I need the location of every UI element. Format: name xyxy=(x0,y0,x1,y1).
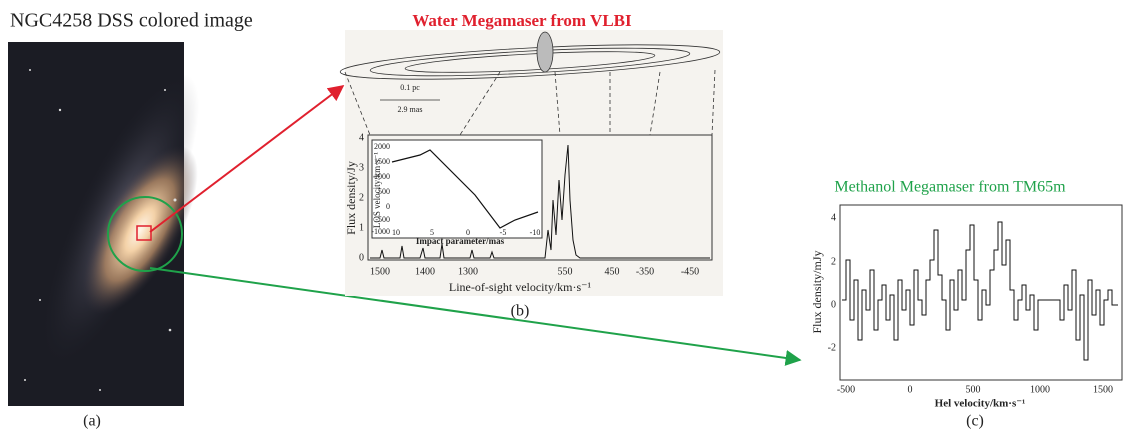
x-tick-label: 1500 xyxy=(1093,384,1113,395)
arrow-red xyxy=(149,85,345,233)
arrow-green xyxy=(149,267,802,366)
panel-c-title: Methanol Megamaser from TM65m xyxy=(834,179,1066,196)
x-tick-label: 1000 xyxy=(1030,384,1050,395)
water-spectrum xyxy=(370,144,710,259)
panel-a: NGC4258 DSS colored image (a) xyxy=(8,10,253,430)
inset-y-tick: 1500 xyxy=(374,157,390,166)
panel-b: Water Megamaser from VLBI 0.1 pc 2.9 mas… xyxy=(339,11,723,320)
rotation-curve xyxy=(391,149,539,229)
x-tick-label: 550 xyxy=(558,266,573,277)
y-axis-label: Flux density/Jy xyxy=(344,161,358,235)
panel-c: Methanol Megamaser from TM65m 4 2 0 -2 -… xyxy=(810,179,1123,430)
inset-y-label: LOS velocity/km·s⁻¹ xyxy=(372,152,382,228)
y-tick-label: 0 xyxy=(359,252,364,263)
panel-label: (a) xyxy=(83,413,101,430)
x-tick-label: 1300 xyxy=(458,266,478,277)
x-tick-label: 450 xyxy=(605,266,620,277)
water-region xyxy=(136,225,152,241)
inset-x-label: Impact parameter/mas xyxy=(416,236,505,246)
stars xyxy=(24,69,177,391)
inset-y-tick: -500 xyxy=(375,215,390,224)
panel-b-title: Water Megamaser from VLBI xyxy=(412,11,632,30)
y-tick-label: 2 xyxy=(359,192,364,203)
x-tick-label: -450 xyxy=(681,266,699,277)
spectrum-frame xyxy=(367,134,713,261)
x-tick-label: -500 xyxy=(837,384,855,395)
inset-x-tick: -5 xyxy=(500,228,507,237)
y-tick-label: 2 xyxy=(831,256,836,267)
methanol-spectrum xyxy=(842,221,1118,361)
scale-pc: 0.1 pc xyxy=(400,83,420,92)
disk-drawing xyxy=(339,31,721,136)
x-tick-label: 0 xyxy=(908,384,913,395)
y-tick-label: 0 xyxy=(831,299,836,310)
x-axis-label: Line-of-sight velocity/km·s⁻¹ xyxy=(449,280,592,294)
y-axis-label: Flux density/mJy xyxy=(810,250,824,333)
x-tick-label: -350 xyxy=(636,266,654,277)
inset-frame xyxy=(371,139,543,239)
panel-label: (b) xyxy=(511,303,530,320)
methanol-region xyxy=(107,196,183,272)
inset-x-tick: 5 xyxy=(430,228,434,237)
panel-a-title: NGC4258 DSS colored image xyxy=(10,10,253,32)
x-axis-label: Hel velocity/km·s⁻¹ xyxy=(935,398,1026,410)
inset-y-tick: 0 xyxy=(386,202,390,211)
inset-x-tick: 10 xyxy=(392,228,400,237)
inset-y-tick: -1000 xyxy=(371,227,390,236)
x-tick-label: 500 xyxy=(966,384,981,395)
y-tick-label: 4 xyxy=(831,212,836,223)
x-tick-label: 1400 xyxy=(415,266,435,277)
y-tick-label: -2 xyxy=(828,342,836,353)
inset-y-tick: 500 xyxy=(378,187,390,196)
y-tick-label: 1 xyxy=(359,222,364,233)
plot-frame xyxy=(839,204,1123,381)
y-tick-label: 3 xyxy=(359,162,364,173)
inset-y-tick: 1000 xyxy=(374,172,390,181)
y-tick-label: 4 xyxy=(359,132,364,143)
galaxy-core xyxy=(82,145,198,315)
scale-mas: 2.9 mas xyxy=(398,105,423,114)
inset-y-tick: 2000 xyxy=(374,142,390,151)
panel-label: (c) xyxy=(966,413,984,430)
inset-x-tick: 0 xyxy=(466,228,470,237)
inset-x-tick: -10 xyxy=(530,228,541,237)
x-tick-label: 1500 xyxy=(370,266,390,277)
